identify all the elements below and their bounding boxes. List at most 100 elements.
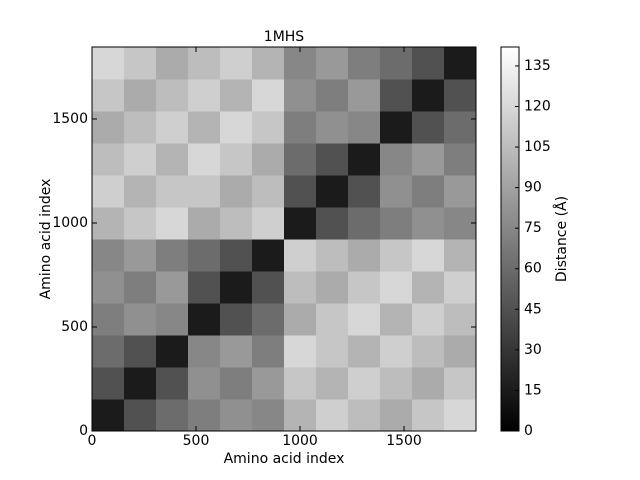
heatmap-cell: [252, 239, 285, 272]
heatmap-cell: [156, 79, 189, 112]
heatmap-cell: [444, 111, 477, 144]
heatmap-cell: [284, 303, 317, 336]
heatmap-cell: [348, 175, 381, 208]
chart-title: 1MHS: [264, 29, 305, 45]
y-axis-label: Amino acid index: [38, 179, 54, 300]
heatmap-cell: [444, 143, 477, 176]
heatmap-cell: [156, 47, 189, 80]
heatmap-cell: [188, 335, 221, 368]
heatmap-cell: [316, 47, 349, 80]
heatmap-cell: [252, 143, 285, 176]
heatmap-cell: [348, 47, 381, 80]
heatmap-cell: [188, 303, 221, 336]
heatmap-cell: [220, 303, 253, 336]
heatmap-cell: [124, 271, 157, 304]
heatmap-cell: [284, 239, 317, 272]
heatmap-cell: [188, 79, 221, 112]
heatmap-cell: [444, 303, 477, 336]
heatmap-cell: [188, 399, 221, 432]
colorbar-tick-label: 15: [524, 382, 542, 398]
heatmap-cell: [188, 111, 221, 144]
heatmap-cell: [92, 111, 125, 144]
heatmap-cell: [124, 175, 157, 208]
heatmap-cell: [316, 303, 349, 336]
heatmap-cell: [444, 271, 477, 304]
heatmap-cell: [188, 239, 221, 272]
colorbar-tick-label: 45: [524, 301, 542, 317]
heatmap-cell: [316, 143, 349, 176]
heatmap-cell: [412, 239, 445, 272]
heatmap-cell: [284, 175, 317, 208]
y-tick-label: 1500: [52, 111, 88, 127]
heatmap-cell: [380, 367, 413, 400]
heatmap-cell: [380, 175, 413, 208]
heatmap-cell: [444, 335, 477, 368]
heatmap-cell: [124, 143, 157, 176]
heatmap-cell: [252, 335, 285, 368]
colorbar-tick-label: 105: [524, 139, 551, 155]
heatmap-cell: [316, 207, 349, 240]
heatmap-cell: [252, 111, 285, 144]
heatmap-cell: [124, 239, 157, 272]
heatmap-cell: [220, 271, 253, 304]
heatmap-cell: [348, 271, 381, 304]
heatmap-cell: [412, 47, 445, 80]
heatmap-cell: [380, 79, 413, 112]
heatmap-cell: [252, 47, 285, 80]
heatmap-cell: [444, 175, 477, 208]
y-tick-label: 1000: [52, 215, 88, 231]
heatmap-cell: [284, 367, 317, 400]
heatmap-cell: [124, 367, 157, 400]
heatmap-cell: [412, 271, 445, 304]
heatmap-cell: [92, 143, 125, 176]
colorbar-label: Distance (Å): [553, 196, 570, 282]
colorbar-tick-label: 75: [524, 220, 542, 236]
heatmap-cell: [124, 47, 157, 80]
heatmap-cell: [188, 367, 221, 400]
heatmap-cell: [412, 207, 445, 240]
heatmap-cell: [412, 367, 445, 400]
x-tick-label: 1500: [386, 433, 422, 449]
heatmap-cell: [348, 207, 381, 240]
heatmap-cell: [156, 399, 189, 432]
heatmap-cell: [444, 399, 477, 432]
heatmap-cell: [444, 367, 477, 400]
heatmap-cell: [348, 111, 381, 144]
heatmap-cell: [220, 47, 253, 80]
heatmap-cell: [92, 47, 125, 80]
heatmap-cell: [124, 399, 157, 432]
heatmap-cell: [316, 111, 349, 144]
colorbar-frame: [500, 46, 520, 432]
heatmap-cell: [380, 111, 413, 144]
x-tick-label: 1000: [282, 433, 318, 449]
colorbar-tick-label: 90: [524, 180, 542, 196]
heatmap-cell: [284, 79, 317, 112]
colorbar-tick-label: 135: [524, 58, 551, 74]
heatmap-cell: [220, 399, 253, 432]
heatmap-cell: [380, 399, 413, 432]
x-axis-label: Amino acid index: [224, 451, 345, 467]
heatmap-cell: [220, 175, 253, 208]
heatmap-cell: [252, 207, 285, 240]
heatmap-cell: [348, 399, 381, 432]
heatmap-cell: [220, 335, 253, 368]
heatmap-cell: [284, 143, 317, 176]
colorbar: [501, 47, 519, 431]
heatmap-cell: [220, 79, 253, 112]
heatmap-cell: [220, 207, 253, 240]
heatmap-cell: [444, 239, 477, 272]
y-tick-label: 500: [61, 319, 88, 335]
heatmap-cell: [92, 207, 125, 240]
heatmap-cell: [380, 207, 413, 240]
colorbar-tick-label: 0: [524, 423, 533, 439]
heatmap-cell: [156, 239, 189, 272]
heatmap-cell: [380, 303, 413, 336]
heatmap-cell: [348, 79, 381, 112]
colorbar-tick-label: 30: [524, 342, 542, 358]
heatmap-cell: [316, 271, 349, 304]
heatmap-cell: [444, 47, 477, 80]
heatmap-cell: [156, 111, 189, 144]
heatmap-cell: [380, 271, 413, 304]
heatmap-cell: [156, 367, 189, 400]
x-tick-label: 0: [88, 433, 97, 449]
